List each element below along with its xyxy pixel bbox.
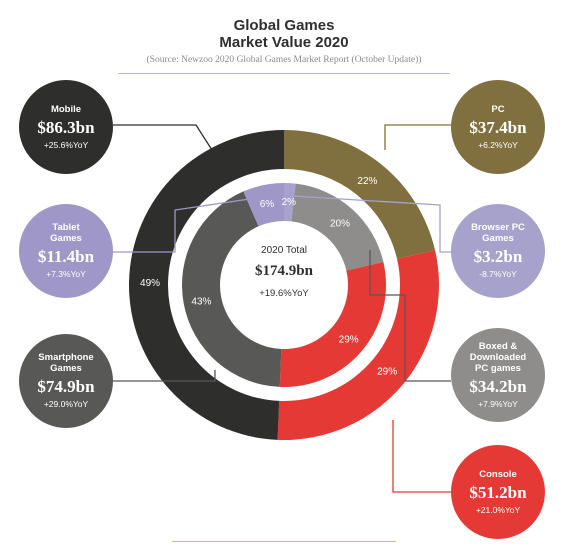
console-name: Console	[479, 468, 517, 480]
console-value: $51.2bn	[469, 482, 527, 502]
outer-slice-mobile	[129, 130, 284, 440]
pc-bubble: PC $37.4bn +6.2%YoY	[451, 80, 545, 174]
tablet-yoy: +7.3%YoY	[46, 269, 86, 279]
connector-lines	[113, 124, 451, 493]
inner-slice-console	[279, 262, 386, 388]
tablet-bubble: Tablet Games $11.4bn +7.3%YoY	[19, 204, 113, 298]
inner-pct-label: 2%	[282, 197, 297, 208]
inner-slice-browser-pc-games	[284, 183, 296, 222]
connector-line	[392, 420, 451, 493]
inner-ring	[182, 183, 386, 388]
smartphone-yoy: +29.0%YoY	[43, 399, 89, 409]
total-value: $174.9bn	[255, 263, 313, 279]
tablet-value: $11.4bn	[37, 247, 95, 266]
browser-name: Browser PC Games	[471, 222, 525, 244]
inner-pct-label: 20%	[330, 218, 350, 229]
console-bubble: Console $51.2bn +21.0%YoY	[451, 445, 545, 539]
inner-pct-label: 6%	[260, 199, 275, 210]
boxed-yoy: +7.9%YoY	[478, 398, 518, 409]
chart-title-line1: Global Games	[233, 17, 335, 34]
boxed-bubble: Boxed & Downloaded PC games $34.2bn +7.9…	[451, 328, 545, 422]
browser-bubble: Browser PC Games $3.2bn -8.7%YoY	[451, 204, 545, 298]
connector-line	[113, 124, 213, 151]
browser-yoy: -8.7%YoY	[479, 269, 517, 279]
mobile-value: $86.3bn	[37, 117, 95, 137]
boxed-name: Boxed & Downloaded PC games	[469, 340, 527, 374]
smartphone-value: $74.9bn	[37, 377, 95, 396]
boxed-value: $34.2bn	[469, 376, 527, 396]
connector-line	[369, 250, 451, 382]
tablet-name: Tablet Games	[50, 222, 82, 244]
inner-slice-smartphone-games	[182, 191, 282, 387]
smartphone-name: Smartphone Games	[38, 352, 94, 374]
pc-value: $37.4bn	[469, 117, 527, 137]
inner-pct-label: 43%	[191, 296, 211, 307]
connector-line	[113, 370, 216, 382]
pc-name: PC	[491, 103, 505, 115]
outer-pct-label: 49%	[140, 278, 160, 289]
percent-labels: 22% 29% 49% 2% 20% 29% 43% 6%	[140, 176, 397, 377]
browser-value: $3.2bn	[473, 247, 523, 266]
inner-slice-boxed-downloaded-pc-games	[291, 183, 384, 271]
pc-yoy: +6.2%YoY	[478, 139, 518, 150]
smartphone-bubble: Smartphone Games $74.9bn +29.0%YoY	[19, 334, 113, 428]
console-yoy: +21.0%YoY	[475, 504, 521, 515]
inner-slice-tablet-games	[243, 183, 284, 227]
source-divider	[118, 73, 450, 74]
connector-line	[384, 124, 451, 150]
total-yoy: +19.6%YoY	[259, 288, 309, 299]
connector-line	[291, 195, 451, 253]
mobile-yoy: +25.6%YoY	[43, 139, 89, 150]
source-note: (Source: Newzoo 2020 Global Games Market…	[146, 55, 422, 65]
mobile-name: Mobile	[50, 103, 82, 115]
outer-slice-console	[277, 250, 439, 440]
outer-slice-pc	[284, 130, 436, 259]
outer-pct-label: 29%	[377, 367, 397, 378]
inner-pct-label: 29%	[339, 335, 359, 346]
chart-title-line2: Market Value 2020	[219, 34, 349, 51]
connector-line	[113, 195, 271, 253]
total-label: 2020 Total	[261, 245, 307, 256]
outer-ring	[129, 130, 439, 440]
bottom-divider	[172, 541, 396, 542]
outer-pct-label: 22%	[357, 176, 377, 187]
mobile-bubble: Mobile $86.3bn +25.6%YoY	[19, 80, 113, 174]
